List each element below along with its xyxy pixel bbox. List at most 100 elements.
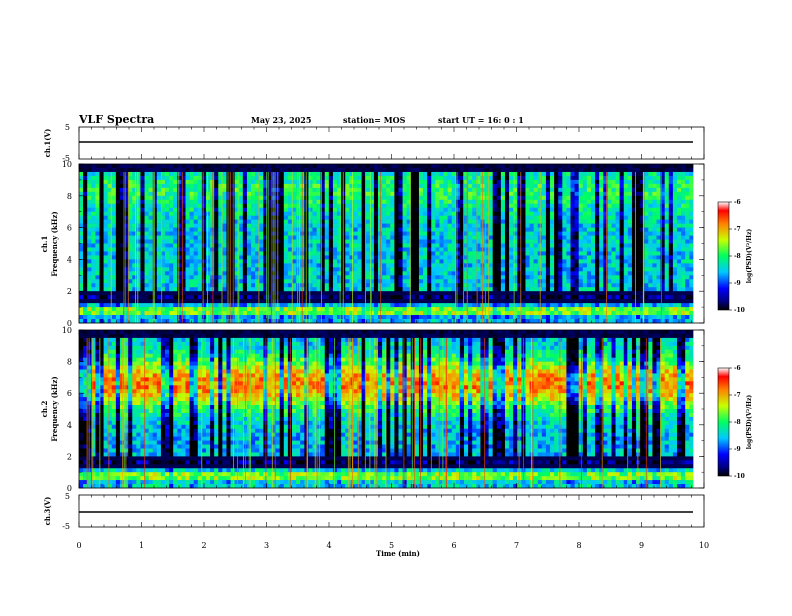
- spectrogram-cell: [235, 216, 239, 220]
- spectrogram-cell: [112, 224, 116, 228]
- spectrogram-cell: [542, 287, 546, 291]
- spectrogram-cell: [394, 208, 398, 212]
- spectrogram-cell: [112, 232, 116, 236]
- spectrogram-cell: [624, 220, 628, 224]
- spectrogram-cell: [157, 236, 161, 240]
- spectrogram-cell: [83, 196, 87, 200]
- spectrogram-cell: [169, 291, 173, 295]
- spectrogram-cell: [390, 255, 394, 259]
- spectrogram-cell: [444, 291, 448, 295]
- spectrogram-cell: [198, 240, 202, 244]
- spectrogram-cell: [685, 172, 689, 176]
- spectrogram-cell: [366, 172, 370, 176]
- spectrogram-cell: [403, 228, 407, 232]
- spectrogram-cell: [145, 244, 149, 248]
- spectrogram-cell: [79, 220, 83, 224]
- spectrogram-cell: [398, 263, 402, 267]
- spectrogram-cell: [534, 255, 538, 259]
- spectrogram-cell: [329, 164, 333, 168]
- spectrogram-cell: [628, 204, 632, 208]
- spectrogram-cell: [468, 172, 472, 176]
- spectrogram-cell: [231, 176, 235, 180]
- spectrogram-cell: [202, 251, 206, 255]
- spectrogram-cell: [390, 216, 394, 220]
- spectrogram-cell: [284, 180, 288, 184]
- spectrogram-cell: [214, 192, 218, 196]
- spectrogram-cell: [685, 279, 689, 283]
- spectrogram-cell: [169, 224, 173, 228]
- spectrogram-cell: [616, 244, 620, 248]
- spectrogram-cell: [554, 283, 558, 287]
- spectrogram-cell: [145, 279, 149, 283]
- spectrogram-cell: [353, 244, 357, 248]
- spectrogram-cell: [83, 244, 87, 248]
- spectrogram-cell: [546, 172, 550, 176]
- spectrogram-cell: [435, 275, 439, 279]
- spectrogram-cell: [145, 247, 149, 251]
- spectrogram-cell: [198, 228, 202, 232]
- spectrogram-cell: [235, 208, 239, 212]
- spectrogram-cell: [358, 180, 362, 184]
- spectrogram-cell: [358, 271, 362, 275]
- spectrogram-cell: [292, 244, 296, 248]
- spectrogram-cell: [550, 247, 554, 251]
- spectrogram-cell: [620, 200, 624, 204]
- spectrogram-cell: [128, 196, 132, 200]
- spectrogram-cell: [222, 172, 226, 176]
- spectrogram-cell: [190, 200, 194, 204]
- spectrogram-cell: [231, 275, 235, 279]
- spectrogram-cell: [411, 240, 415, 244]
- spectrogram-cell: [439, 240, 443, 244]
- spectrogram-cell: [374, 212, 378, 216]
- spectrogram-cell: [333, 263, 337, 267]
- spectrogram-cell: [439, 244, 443, 248]
- spectrogram-cell: [132, 200, 136, 204]
- spectrogram-cell: [177, 204, 181, 208]
- spectrogram-cell: [288, 259, 292, 263]
- spectrogram-cell: [235, 188, 239, 192]
- spectrogram-cell: [149, 164, 153, 168]
- spectrogram-cell: [280, 287, 284, 291]
- spectrogram-cell: [542, 236, 546, 240]
- spectrogram-cell: [136, 283, 140, 287]
- spectrogram-cell: [550, 240, 554, 244]
- spectrogram-cell: [145, 180, 149, 184]
- spectrogram-cell: [222, 164, 226, 168]
- spectrogram-cell: [185, 236, 189, 240]
- spectrogram-cell: [591, 192, 595, 196]
- spectrogram-cell: [628, 271, 632, 275]
- spectrogram-cell: [521, 228, 525, 232]
- spectrogram-cell: [132, 172, 136, 176]
- spectrogram-cell: [616, 228, 620, 232]
- spectrogram-cell: [280, 180, 284, 184]
- spectrogram-cell: [165, 267, 169, 271]
- spectrogram-cell: [566, 220, 570, 224]
- spectrogram-cell: [657, 259, 661, 263]
- spectrogram-cell: [386, 244, 390, 248]
- spectrogram-cell: [231, 188, 235, 192]
- spectrogram-cell: [566, 180, 570, 184]
- spectrogram-cell: [501, 240, 505, 244]
- spectrogram-cell: [521, 236, 525, 240]
- spectrogram-cell: [509, 204, 513, 208]
- spectrogram-cell: [505, 168, 509, 172]
- spectrogram-cell: [501, 255, 505, 259]
- spectrogram-cell: [669, 271, 673, 275]
- spectrogram-cell: [95, 232, 99, 236]
- spectrogram-cell: [624, 283, 628, 287]
- spectrogram-cell: [419, 271, 423, 275]
- spectrogram-cell: [489, 172, 493, 176]
- spectrogram-cell: [607, 240, 611, 244]
- spectrogram-cell: [345, 228, 349, 232]
- spectrogram-cell: [648, 236, 652, 240]
- spectrogram-cell: [214, 168, 218, 172]
- spectrogram-cell: [648, 172, 652, 176]
- spectrogram-cell: [493, 176, 497, 180]
- spectrogram-cell: [411, 224, 415, 228]
- spectrogram-cell: [665, 192, 669, 196]
- spectrogram-cell: [169, 263, 173, 267]
- spectrogram-cell: [595, 204, 599, 208]
- spectrogram-cell: [394, 240, 398, 244]
- spectrogram-cell: [431, 259, 435, 263]
- spectrogram-cell: [79, 263, 83, 267]
